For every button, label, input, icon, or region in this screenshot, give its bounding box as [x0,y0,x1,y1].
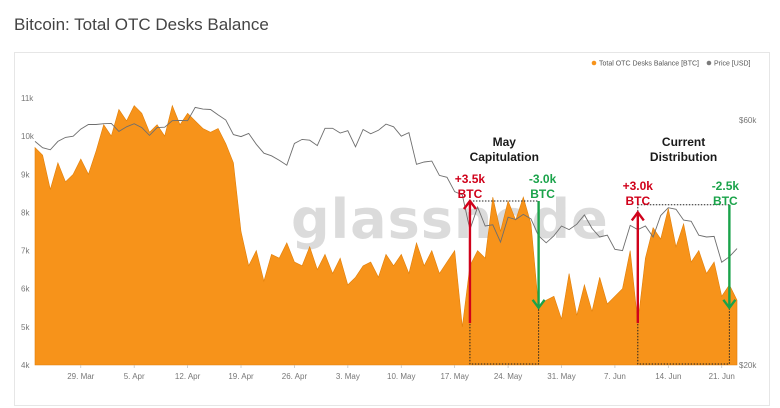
annotation-0-line-1: Capitulation [470,150,539,164]
annotation-2-line-1: BTC [458,187,483,201]
x-tick-label: 31. May [547,372,575,381]
x-tick-label: 3. May [336,372,360,381]
annotation-5-line-1: BTC [713,194,738,208]
y-tick-label-left: 11k [21,94,34,103]
legend-label-0: Total OTC Desks Balance [BTC] [599,61,699,68]
chart-svg: Price [USD] Total OTC Desks Balance [BTC]… [21,60,757,382]
annotation-4-line-0: +3.0k [623,179,654,193]
series-line-price [34,106,738,264]
legend-label-1: Price [USD] [714,61,751,68]
y-tick-label-left: 4k [21,361,30,370]
annotation-3-line-0: -3.0k [529,172,557,186]
legend-marker-0 [591,60,597,66]
legend-marker-1 [706,60,712,66]
x-tick-label: 14. Jun [655,372,681,381]
x-tick-label: 29. Mar [67,372,94,381]
annotation-1-line-0: Current [662,135,705,149]
y-tick-label-left: 5k [21,323,30,332]
x-tick-label: 21. Jun [709,372,735,381]
chart-title: Bitcoin: Total OTC Desks Balance [14,15,269,34]
arrow-up-june-head [630,210,645,222]
y-tick-label-right: $20k [739,361,757,370]
x-tick-label: 5. Apr [124,372,145,381]
arrow-down-may-head [531,299,546,310]
chart-panel: Price [USD] Total OTC Desks Balance [BTC]… [14,52,770,406]
y-tick-label-left: 8k [21,208,30,217]
y-tick-label-left: 10k [21,132,35,141]
arrow-up-may-head [462,198,477,210]
x-tick-label: 26. Apr [282,372,308,381]
arrow-down-june-head [722,299,737,310]
series-area-otc-balance [34,104,738,366]
annotation-5-line-0: -2.5k [712,179,740,193]
y-tick-label-left: 6k [21,285,30,294]
annotation-0-line-0: May [493,135,517,149]
y-tick-label-right: $60k [739,116,757,125]
x-tick-label: 19. Apr [228,372,254,381]
x-tick-label: 10. May [387,372,415,381]
annotation-3-line-1: BTC [530,187,555,201]
annotation-2-line-0: +3.5k [455,172,486,186]
watermark-logo: glassnode [291,188,609,251]
x-tick-label: 7. Jun [604,372,626,381]
x-tick-label: 24. May [494,372,522,381]
annotation-4-line-1: BTC [625,194,650,208]
x-tick-label: 12. Apr [175,372,201,381]
y-tick-label-left: 7k [21,247,30,256]
x-tick-label: 17. May [440,372,468,381]
y-tick-label-left: 9k [21,170,30,179]
annotation-1-line-1: Distribution [650,150,717,164]
